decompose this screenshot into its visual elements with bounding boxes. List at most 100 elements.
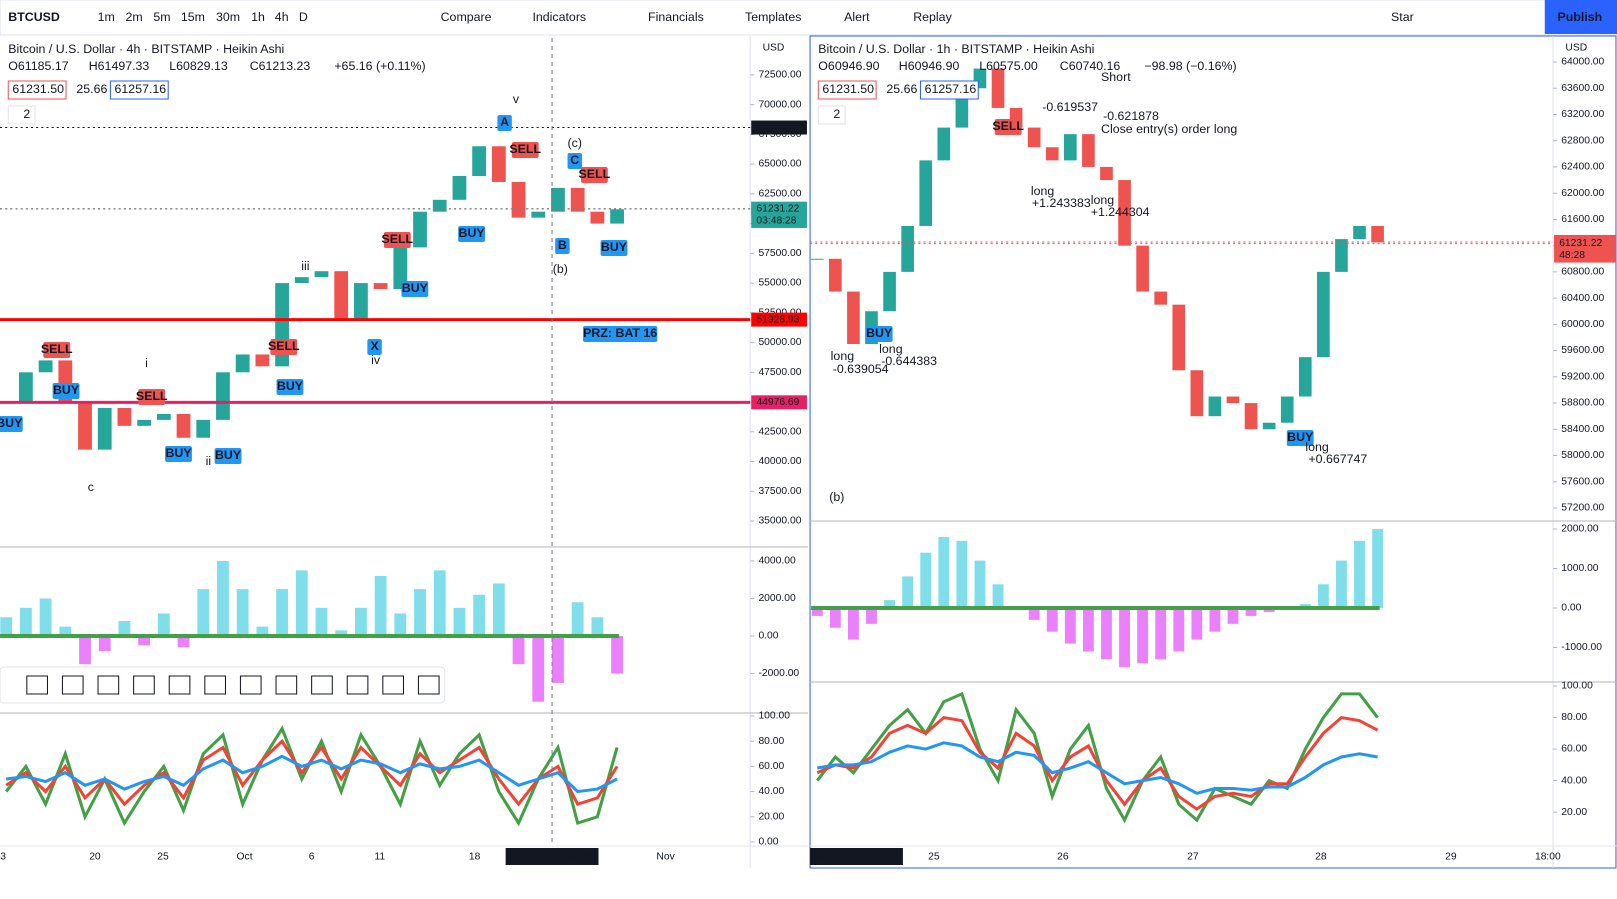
toolbar-button[interactable]: Alert — [844, 10, 870, 24]
candle — [810, 258, 824, 260]
interval-button[interactable]: 30m — [216, 10, 240, 24]
y-tick-label: 62800.00 — [1561, 135, 1604, 146]
histogram-bar — [433, 570, 446, 637]
drawing-tool-icon[interactable] — [417, 675, 440, 695]
candle — [235, 354, 250, 373]
x-tick-label: 26 — [1057, 852, 1069, 863]
histogram-bar — [335, 630, 348, 637]
symbol[interactable]: BTCUSD — [8, 10, 60, 24]
y-tick-label: 58000.00 — [1561, 450, 1604, 461]
histogram-bar — [276, 589, 288, 637]
ask-price: 61257.16 — [925, 82, 977, 96]
drawing-tool-icon[interactable] — [311, 675, 333, 695]
publish-label[interactable]: Publish — [1558, 10, 1603, 24]
trade-note: -0.639054 — [833, 362, 889, 376]
interval-button[interactable]: D — [299, 10, 308, 24]
y-tick-label: 20.00 — [758, 812, 784, 823]
drawing-tool-icon[interactable] — [382, 675, 404, 695]
drawing-tool-icon[interactable] — [239, 675, 262, 695]
signal-text: SELL — [41, 342, 73, 356]
chart-title: Bitcoin / U.S. Dollar · 1h · BITSTAMP · … — [818, 42, 1094, 56]
histogram-bar — [374, 575, 387, 637]
candle — [919, 160, 933, 226]
interval-button[interactable]: 5m — [153, 10, 170, 24]
interval-button[interactable]: 1m — [98, 10, 115, 24]
signal-tag — [52, 383, 80, 399]
interval-button[interactable]: 4h — [275, 10, 289, 24]
wave-label: ii — [206, 454, 212, 468]
oscillator-line — [816, 715, 1379, 811]
signal-text: BUY — [601, 240, 627, 254]
ohlc-value: L60829.13 — [169, 59, 228, 73]
indicator-count[interactable]: 2 — [833, 107, 840, 121]
trade-note: Close entry(s) order long — [1101, 122, 1237, 136]
price-label-box — [751, 395, 807, 410]
y-tick-label: 80.00 — [758, 736, 784, 747]
interval-button[interactable]: 15m — [181, 10, 205, 24]
histogram-bar — [611, 636, 623, 674]
cursor-time: 01:00 — [872, 852, 898, 863]
candle — [78, 402, 92, 450]
indicator-count-box[interactable] — [7, 105, 36, 125]
active-pane-frame — [809, 35, 1617, 869]
candle — [1190, 370, 1204, 417]
toolbar-button[interactable]: Indicators — [532, 10, 586, 24]
toolbar-button[interactable]: Templates — [745, 10, 801, 24]
signal-text: BUY — [1287, 430, 1313, 444]
toolbar-button[interactable]: Compare — [441, 10, 492, 24]
candle — [38, 360, 53, 373]
currency[interactable]: USD — [763, 43, 785, 54]
x-tick-label: Oct — [237, 852, 253, 863]
drawing-tool-icon[interactable] — [61, 675, 84, 695]
histogram-bar — [1064, 608, 1076, 644]
candle — [196, 419, 211, 438]
histogram-bar — [1227, 608, 1239, 624]
price-label: 61231.22 — [756, 204, 799, 215]
y-tick-label: 62400.00 — [1561, 162, 1604, 173]
signal-tag — [458, 226, 485, 242]
candle — [590, 211, 605, 224]
ask-price: 61257.16 — [115, 82, 167, 96]
interval-button[interactable]: 2m — [126, 10, 143, 24]
candle — [452, 176, 467, 200]
y-tick-label: 59600.00 — [1561, 345, 1604, 356]
signal-text: A — [500, 115, 509, 129]
signal-text: BUY — [165, 446, 191, 460]
indicator-count[interactable]: 2 — [23, 107, 30, 121]
toolbar-button[interactable]: Financials — [648, 10, 704, 24]
ohlc-value: +65.16 (+0.11%) — [334, 59, 425, 73]
currency[interactable]: USD — [1565, 43, 1587, 54]
y-tick-label: 59200.00 — [1561, 372, 1604, 383]
histogram-bar — [829, 608, 841, 628]
drawing-tool-icon[interactable] — [204, 675, 226, 695]
histogram-bar — [217, 560, 229, 637]
cursor-time-box — [505, 848, 599, 865]
signal-text: BUY — [402, 281, 428, 295]
indicator-count-box[interactable] — [817, 105, 846, 125]
interval-button[interactable]: 1h — [251, 10, 265, 24]
y-tick-label: 58400.00 — [1561, 424, 1604, 435]
drawing-tool-icon[interactable] — [346, 675, 369, 695]
drawing-tool-icon[interactable] — [97, 675, 120, 695]
drawing-tool-icon[interactable] — [275, 675, 298, 695]
signal-text: PRZ: BAT 16 — [583, 326, 657, 340]
x-tick-label: 3 — [0, 852, 6, 863]
drawing-tool-icon[interactable] — [168, 675, 191, 695]
histogram-bar — [1372, 529, 1384, 609]
y-tick-label: -2000.00 — [758, 668, 799, 679]
candle — [334, 271, 349, 319]
toolbar-button[interactable]: Replay — [913, 10, 952, 24]
bid-price: 61231.50 — [822, 82, 874, 96]
publish-button[interactable] — [1544, 0, 1617, 34]
histogram-bar — [1336, 560, 1347, 609]
y-tick-label: 100.00 — [1561, 681, 1593, 692]
drawing-tool-icon[interactable] — [133, 675, 155, 695]
layout-name[interactable]: Star — [1391, 10, 1414, 24]
signal-tag — [865, 326, 893, 342]
candle — [1045, 147, 1059, 161]
x-tick-label: 18 — [469, 852, 481, 863]
signal-text: BUY — [459, 226, 485, 240]
drawing-tool-icon[interactable] — [26, 675, 48, 695]
